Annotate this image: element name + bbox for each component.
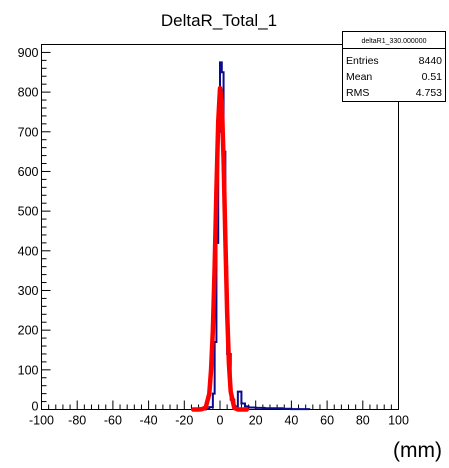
gaussian-fit-curve — [190, 85, 250, 412]
x-tick-label: 20 — [249, 414, 263, 428]
stats-box-name: deltaR1_330.000000 — [361, 38, 426, 45]
chart-title: DeltaR_Total_1 — [161, 11, 277, 30]
x-tick-label: 40 — [284, 414, 298, 428]
x-tick-label: 80 — [356, 414, 370, 428]
x-tick-label: 0 — [217, 414, 224, 428]
y-tick-label: 200 — [18, 324, 39, 338]
y-axis: 100 200 300 400 500 600 700 800 900 0 — [18, 44, 51, 414]
x-tick-label: -20 — [175, 414, 193, 428]
x-tick-label: -40 — [140, 414, 158, 428]
y-tick-label: 700 — [18, 125, 39, 139]
x-tick-label: -80 — [68, 414, 86, 428]
y-tick-label-zero: 0 — [32, 400, 39, 414]
x-tick-label: -100 — [29, 414, 54, 428]
stats-entries-label: Entries — [346, 55, 379, 67]
stats-mean-label: Mean — [346, 71, 372, 83]
stats-entries-value: 8440 — [419, 55, 443, 67]
stats-rms-value: 4.753 — [416, 87, 442, 99]
y-tick-label: 100 — [18, 363, 39, 377]
stats-rms-label: RMS — [346, 87, 369, 99]
y-tick-label: 500 — [18, 205, 39, 219]
x-tick-label: 60 — [320, 414, 334, 428]
y-tick-label: 300 — [18, 284, 39, 298]
x-tick-label: -60 — [104, 414, 122, 428]
y-tick-label: 600 — [18, 165, 39, 179]
stats-box-frame — [342, 31, 446, 102]
y-tick-label: 800 — [18, 86, 39, 100]
x-axis: -100 -80 -60 -40 -20 0 20 40 60 80 100 — [29, 400, 409, 428]
y-tick-label: 400 — [18, 244, 39, 258]
stats-mean-value: 0.51 — [422, 71, 443, 83]
x-axis-label: (mm) — [393, 439, 442, 462]
x-tick-label: 100 — [388, 414, 409, 428]
y-tick-label: 900 — [18, 46, 39, 60]
stats-box: deltaR1_330.000000 Entries 8440 Mean 0.5… — [342, 31, 446, 102]
